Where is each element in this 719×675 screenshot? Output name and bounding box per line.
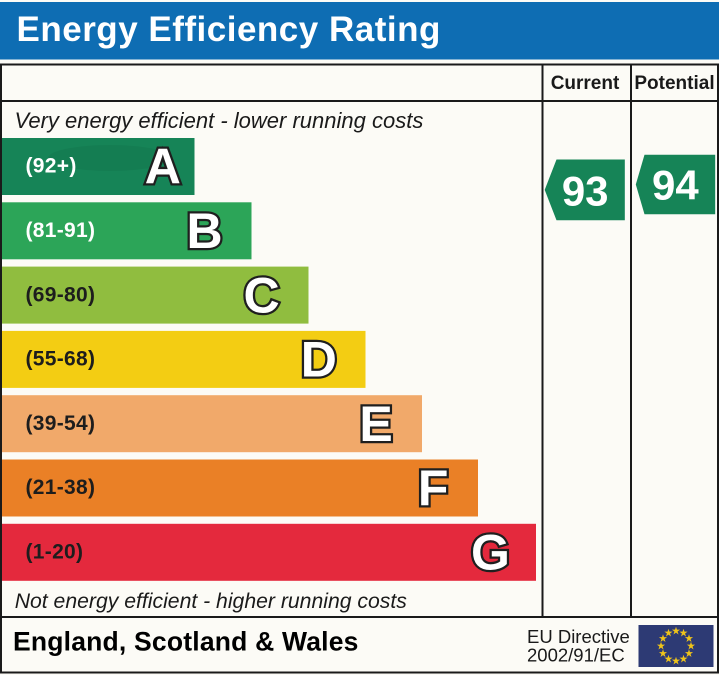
svg-text:B: B [186,203,222,259]
svg-text:(81-91): (81-91) [26,219,96,242]
svg-text:(69-80): (69-80) [26,283,96,306]
svg-text:(55-68): (55-68) [26,348,96,371]
svg-text:A: A [145,139,181,195]
svg-text:E: E [359,396,392,452]
svg-text:Not energy efficient - higher: Not energy efficient - higher running co… [15,590,408,613]
svg-text:(21-38): (21-38) [26,476,96,499]
svg-text:Potential: Potential [634,73,714,94]
svg-text:Energy Efficiency Rating: Energy Efficiency Rating [17,10,441,49]
svg-text:(39-54): (39-54) [26,412,96,435]
svg-text:G: G [471,525,510,581]
svg-text:Very energy efficient - lower: Very energy efficient - lower running co… [15,108,424,133]
svg-text:F: F [418,460,449,516]
svg-text:England, Scotland & Wales: England, Scotland & Wales [13,627,359,657]
svg-text:94: 94 [652,162,699,209]
svg-text:Current: Current [551,73,620,94]
svg-text:(92+): (92+) [26,155,77,178]
svg-text:EU Directive: EU Directive [527,626,630,647]
svg-text:93: 93 [562,168,609,215]
svg-text:D: D [301,332,337,388]
svg-text:2002/91/EC: 2002/91/EC [527,645,625,666]
svg-text:C: C [244,267,280,323]
svg-text:(1-20): (1-20) [26,541,84,564]
